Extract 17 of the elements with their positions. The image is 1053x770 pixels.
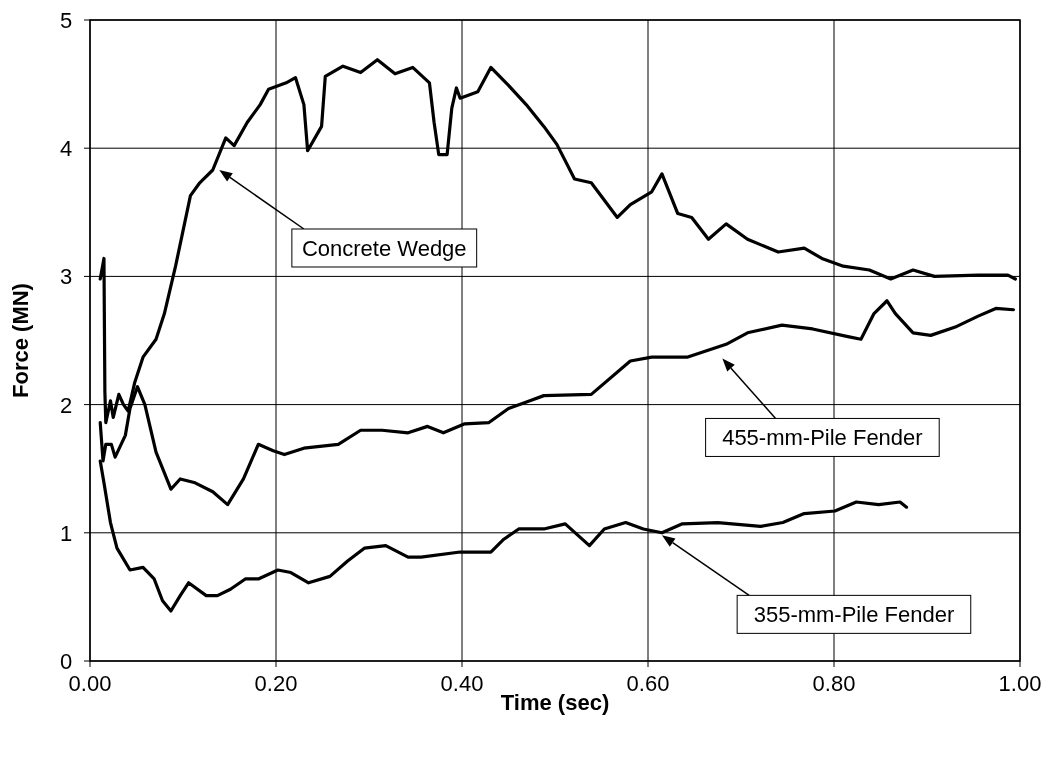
annotation: 355-mm-Pile Fender bbox=[753, 602, 955, 628]
annotation: 455-mm-Pile Fender bbox=[722, 425, 923, 451]
x-tick-label: 1.00 bbox=[998, 671, 1042, 696]
x-axis-title: Time (sec) bbox=[500, 690, 610, 715]
x-tick-label: 0.60 bbox=[626, 671, 670, 696]
y-tick-label: 3 bbox=[59, 264, 73, 290]
annotation: Concrete Wedge bbox=[301, 235, 467, 261]
y-tick-label: 0 bbox=[59, 649, 73, 674]
x-tick-label: 0.80 bbox=[812, 671, 856, 696]
y-axis-title: Force (MN) bbox=[8, 283, 33, 398]
x-tick-label: 0.20 bbox=[254, 671, 298, 696]
y-tick-label: 2 bbox=[59, 392, 73, 418]
x-tick-label: 0.00 bbox=[68, 671, 112, 696]
y-tick-label: 4 bbox=[59, 136, 73, 162]
y-tick-label: 5 bbox=[59, 8, 73, 33]
x-tick-label: 0.40 bbox=[440, 671, 484, 696]
y-tick-label: 1 bbox=[59, 520, 73, 546]
